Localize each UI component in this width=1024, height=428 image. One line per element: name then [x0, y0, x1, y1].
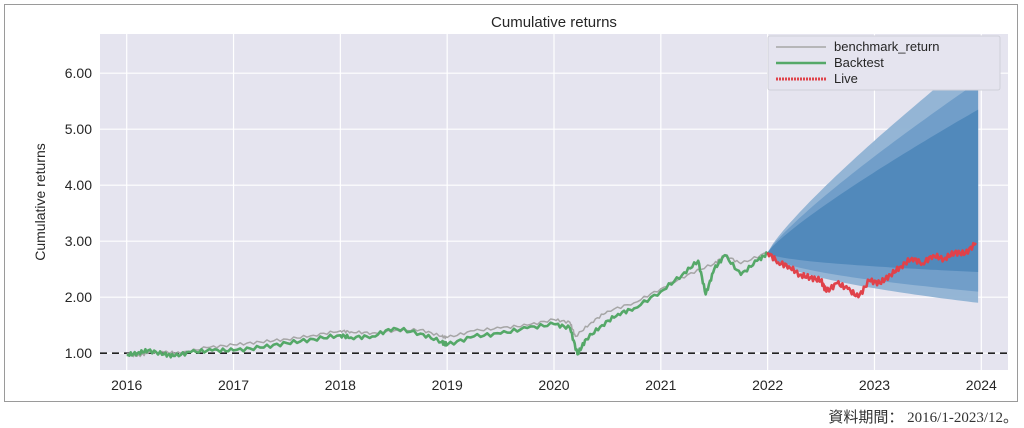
x-tick-label: 2016: [111, 377, 142, 393]
y-tick-label: 1.00: [65, 345, 92, 361]
backtest-line: [126, 251, 769, 359]
x-tick-label: 2022: [752, 377, 783, 393]
y-tick-label: 5.00: [65, 121, 92, 137]
x-tick-label: 2023: [859, 377, 890, 393]
legend-label-backtest: Backtest: [834, 55, 884, 70]
x-tick-label: 2021: [645, 377, 676, 393]
legend-label-live: Live: [834, 71, 858, 86]
y-axis-label: Cumulative returns: [32, 143, 48, 261]
x-tick-label: 2020: [538, 377, 569, 393]
benchmark-line: [126, 251, 768, 358]
y-tick-label: 2.00: [65, 289, 92, 305]
projection-cone: [767, 53, 979, 303]
chart-title: Cumulative returns: [491, 14, 617, 31]
x-tick-label: 2017: [218, 377, 249, 393]
cone-band-3: [767, 109, 979, 272]
y-tick-label: 6.00: [65, 65, 92, 81]
legend-label-benchmark: benchmark_return: [834, 39, 940, 54]
x-tick-label: 2024: [966, 377, 997, 393]
legend: benchmark_return Backtest Live: [767, 35, 1001, 91]
series-lines: [126, 241, 978, 359]
y-tick-labels: 1.00 2.00 3.00 4.00 5.00 6.00: [65, 65, 92, 361]
source-note: 資料期間： 2016/1-2023/12。: [828, 410, 1018, 426]
y-tick-label: 4.00: [65, 177, 92, 193]
x-tick-label: 2018: [325, 377, 356, 393]
grid-lines: [100, 34, 1008, 370]
x-tick-label: 2019: [432, 377, 463, 393]
x-tick-labels: 2016 2017 2018 2019 2020 2021 2022 2023 2024: [111, 377, 997, 393]
live-line: [766, 241, 978, 299]
y-tick-label: 3.00: [65, 233, 92, 249]
legend-box: [767, 35, 1001, 91]
